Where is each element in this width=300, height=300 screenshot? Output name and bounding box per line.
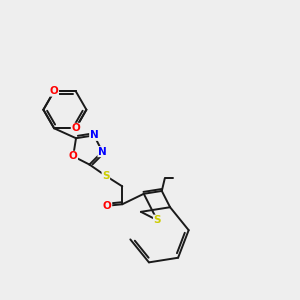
Text: O: O [50, 86, 58, 96]
Text: S: S [102, 171, 110, 181]
Text: O: O [69, 151, 77, 161]
Text: N: N [98, 147, 107, 157]
Text: O: O [103, 201, 112, 211]
Text: O: O [71, 123, 80, 133]
Text: S: S [153, 215, 161, 225]
Text: N: N [90, 130, 98, 140]
